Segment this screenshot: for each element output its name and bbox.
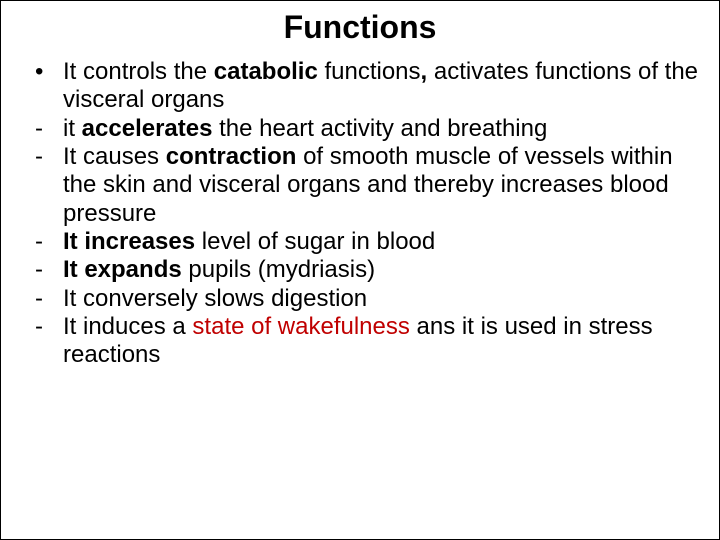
function-list: It controls the catabolic functions, act… (21, 58, 699, 369)
list-item: It expands pupils (mydriasis) (49, 256, 699, 284)
list-item: It causes contraction of smooth muscle o… (49, 143, 699, 228)
text-segment: functions (324, 58, 420, 85)
text-segment: contraction (166, 143, 297, 170)
text-segment: It expands (63, 256, 182, 283)
text-segment: It conversely slows digestion (63, 285, 367, 312)
text-segment: , (421, 58, 434, 85)
list-item: It controls the catabolic functions, act… (49, 58, 699, 115)
text-segment: accelerates (82, 115, 213, 142)
text-segment: catabolic (214, 58, 325, 85)
text-segment: It increases (63, 228, 195, 255)
text-segment: it (63, 115, 82, 142)
slide: Functions It controls the catabolic func… (0, 0, 720, 540)
text-segment: the heart activity and breathing (212, 115, 547, 142)
text-segment: It causes (63, 143, 166, 170)
list-item: It increases level of sugar in blood (49, 228, 699, 256)
text-segment: level of sugar in blood (195, 228, 435, 255)
list-item: It induces a state of wakefulness ans it… (49, 313, 699, 370)
text-segment: It induces a (63, 313, 192, 340)
text-segment: pupils (mydriasis) (182, 256, 375, 283)
list-item: It conversely slows digestion (49, 285, 699, 313)
text-segment: It controls the (63, 58, 214, 85)
list-item: it accelerates the heart activity and br… (49, 115, 699, 143)
text-segment: state of wakefulness (192, 313, 409, 340)
slide-title: Functions (21, 9, 699, 46)
